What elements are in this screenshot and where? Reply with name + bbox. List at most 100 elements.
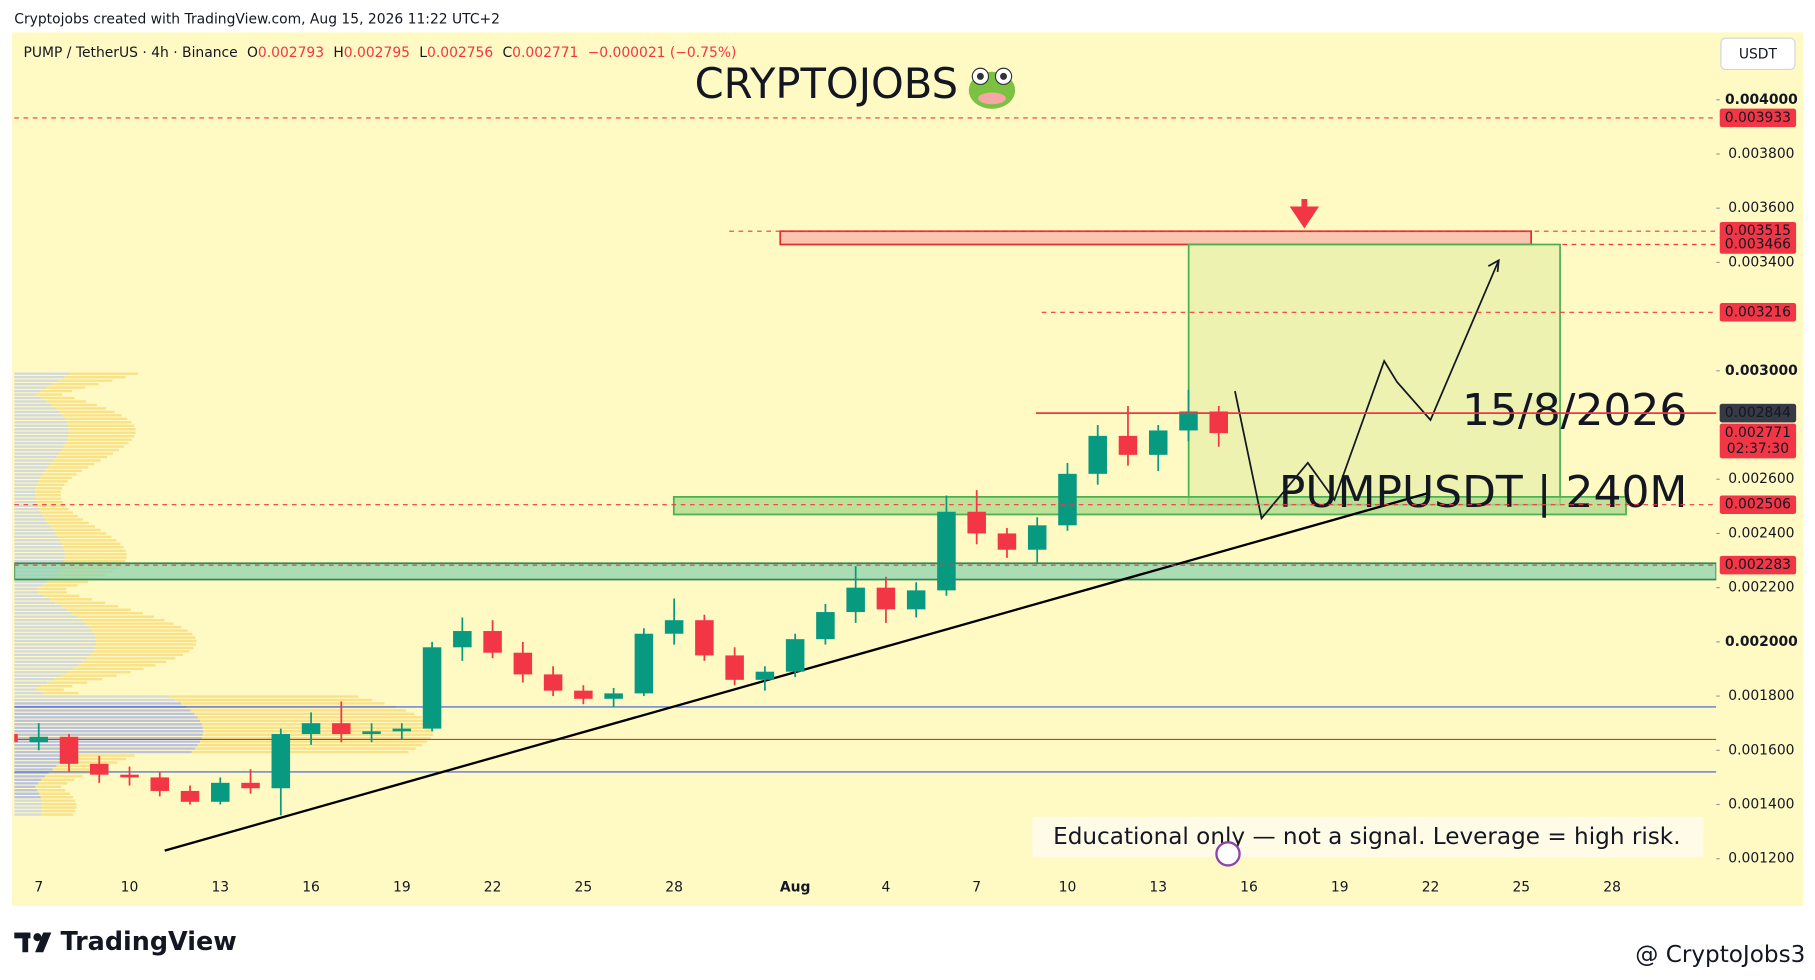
- y-tick-label: 0.002000: [1725, 634, 1798, 650]
- volume-profile-bar: [14, 476, 41, 480]
- volume-profile-bar: [55, 407, 107, 410]
- lightning-icon[interactable]: [1215, 841, 1241, 867]
- volume-profile-bar: [14, 518, 46, 521]
- y-tick-label: 0.001200: [1728, 851, 1794, 867]
- volume-profile-bar: [68, 435, 135, 438]
- volume-profile-bar: [14, 497, 36, 500]
- volume-profile-bar: [14, 754, 69, 757]
- candle-body: [695, 620, 714, 656]
- volume-profile-bar: [14, 372, 71, 375]
- candle-body: [120, 774, 139, 778]
- volume-profile-bar: [14, 792, 40, 795]
- x-tick-label: 7: [972, 879, 981, 895]
- volume-profile-bar: [70, 372, 139, 375]
- price-label-box: [1719, 495, 1797, 514]
- volume-profile-bar: [14, 716, 198, 719]
- volume-profile-bar: [14, 389, 41, 393]
- volume-profile-bar: [77, 664, 156, 667]
- volume-profile-bar: [44, 775, 83, 778]
- volume-profile-bar: [45, 518, 84, 521]
- volume-profile-bar: [197, 716, 422, 719]
- currency-button-label[interactable]: USDT: [1739, 46, 1778, 62]
- price-label: 0.003933: [1725, 110, 1791, 126]
- chart-title: CRYPTOJOBS: [695, 59, 958, 108]
- candle-body: [785, 639, 805, 672]
- ohlc-value: 0.002795: [344, 45, 410, 61]
- volume-profile-bar: [47, 466, 88, 469]
- volume-profile-bar: [14, 591, 38, 594]
- x-tick-label: 13: [1149, 879, 1167, 895]
- candle-body: [271, 734, 291, 789]
- volume-profile-bar: [14, 733, 203, 736]
- volume-profile-bar: [55, 532, 107, 535]
- volume-profile-bar: [14, 778, 42, 781]
- volume-profile-bar: [14, 615, 78, 618]
- ohlc-change: −0.000021 (−0.75%): [588, 45, 737, 61]
- volume-profile-bar: [59, 410, 115, 414]
- volume-profile-bar: [65, 417, 128, 420]
- ohlc-label: H: [333, 45, 343, 61]
- volume-profile-bar: [41, 396, 75, 400]
- candle-body: [574, 690, 593, 699]
- volume-profile-bar: [64, 757, 127, 761]
- note-box: [1032, 816, 1704, 858]
- volume-profile-bar: [55, 601, 106, 604]
- volume-profile-bar: [14, 789, 38, 792]
- volume-profile-bar: [14, 441, 66, 445]
- ohlc-value: 0.002756: [427, 45, 493, 61]
- volume-profile-bar: [37, 789, 66, 792]
- volume-profile-bar: [37, 587, 67, 591]
- ohlc-value: 0.002771: [512, 45, 578, 61]
- volume-profile-bar: [42, 806, 77, 809]
- volume-profile-bar: [14, 671, 67, 674]
- volume-profile-bar: [60, 674, 117, 677]
- volume-profile-bar: [35, 494, 61, 497]
- volume-profile-bar: [63, 546, 124, 549]
- volume-profile-bar: [40, 476, 72, 480]
- x-tick-label: 28: [1603, 879, 1621, 895]
- y-tick-label: 0.003800: [1728, 146, 1794, 162]
- volume-profile-bar: [199, 740, 427, 743]
- volume-profile-bar: [14, 490, 36, 493]
- volume-profile-bar: [14, 799, 42, 802]
- volume-profile-bar: [14, 386, 47, 389]
- volume-profile-bar: [14, 809, 42, 813]
- volume-profile-bar: [42, 802, 77, 806]
- volume-profile-bar: [14, 709, 191, 712]
- volume-profile-bar: [42, 584, 78, 587]
- volume-profile-bar: [41, 799, 76, 802]
- x-tick-label: 25: [1512, 879, 1530, 895]
- volume-profile-bar: [68, 424, 135, 427]
- currency-button[interactable]: [1720, 37, 1796, 70]
- volume-profile-bar: [94, 632, 193, 636]
- brand: TradingView: [61, 927, 237, 957]
- volume-profile-bar: [14, 504, 38, 507]
- y-tick-label: 0.002400: [1728, 525, 1794, 541]
- volume-profile-bar: [14, 396, 42, 400]
- volume-profile-bar: [48, 771, 91, 775]
- x-tick-label: 7: [34, 879, 43, 895]
- volume-profile-bar: [14, 802, 43, 806]
- candle-body: [513, 652, 533, 675]
- volume-profile-bar: [14, 723, 202, 726]
- candle-body: [1148, 430, 1168, 455]
- x-tick-label: 25: [575, 879, 593, 895]
- ohlc-label: L: [419, 45, 427, 61]
- candle-body: [816, 612, 835, 640]
- volume-profile-bar: [14, 421, 67, 424]
- volume-profile-bar: [86, 657, 176, 660]
- volume-profile-bar: [41, 809, 76, 813]
- watermark-symbol: PUMPUSDT | 240M: [1279, 467, 1687, 518]
- volume-profile-bar: [14, 743, 198, 747]
- volume-profile-bar: [64, 556, 127, 559]
- volume-profile-bar: [14, 539, 61, 542]
- zone: [672, 495, 1627, 516]
- volume-profile-bar: [14, 768, 53, 771]
- candle-body: [876, 587, 896, 610]
- candle-body: [1088, 435, 1107, 474]
- volume-profile-bar: [14, 619, 82, 622]
- volume-profile-bar: [202, 733, 434, 736]
- volume-profile-bar: [14, 632, 95, 636]
- volume-profile-bar: [44, 469, 83, 473]
- tradingview-logo: [14, 932, 52, 953]
